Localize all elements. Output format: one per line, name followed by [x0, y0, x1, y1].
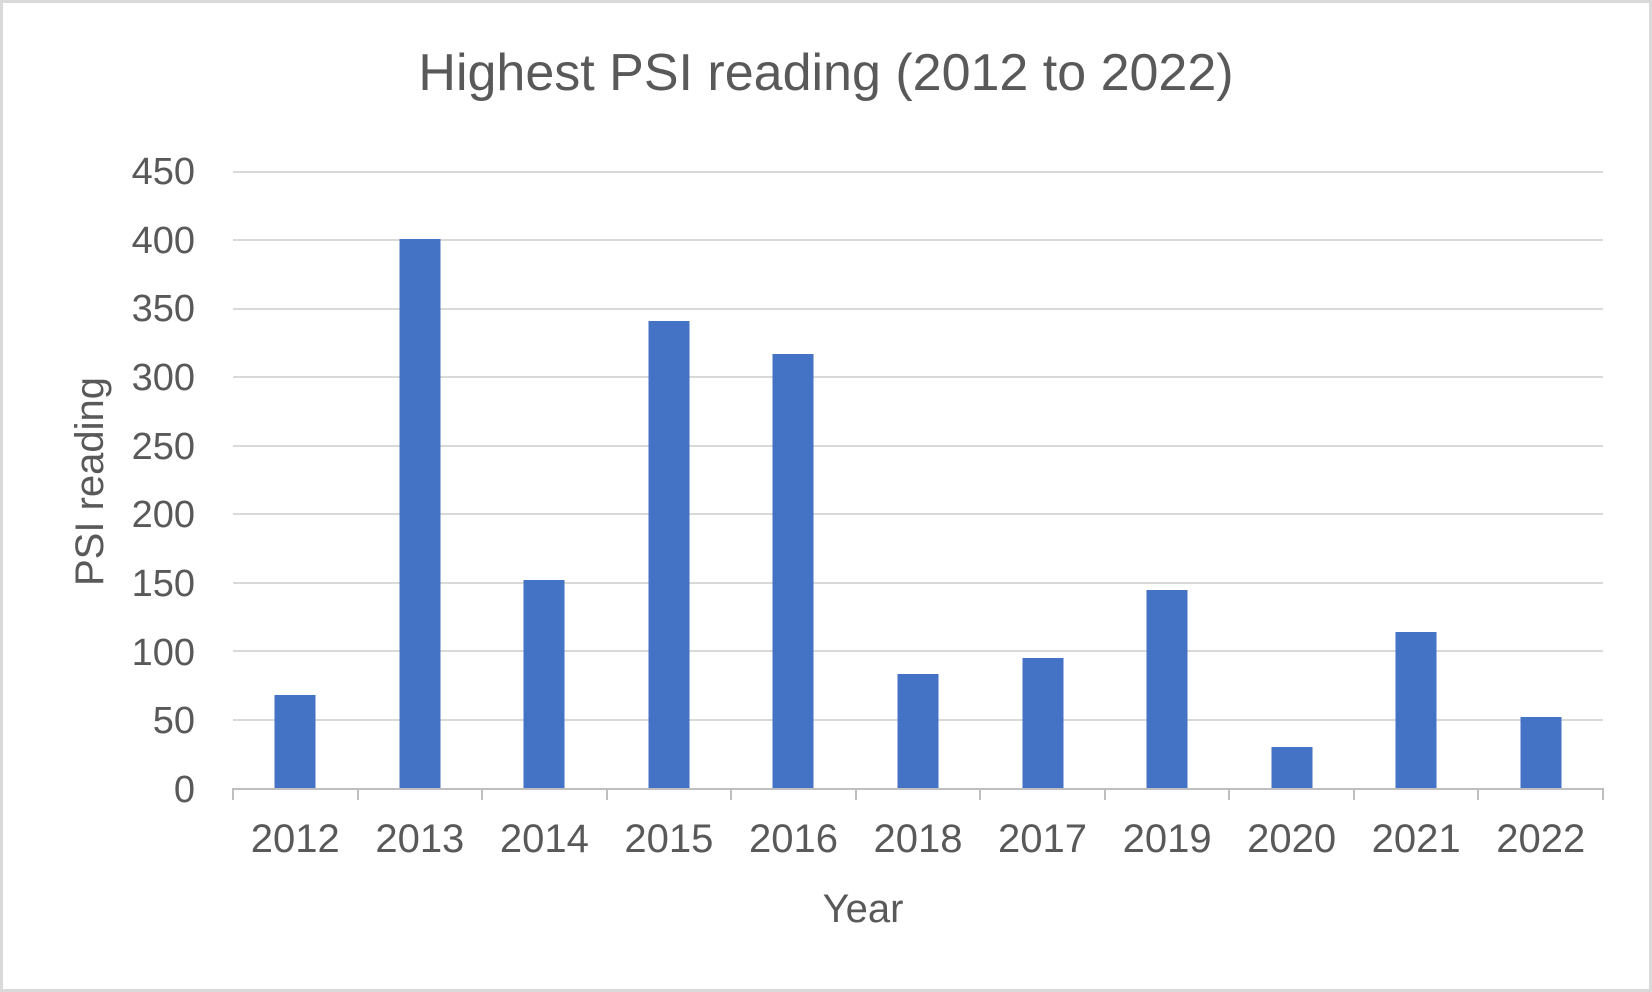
x-axis-tick [730, 788, 733, 800]
y-tick-label-200: 200 [131, 494, 195, 537]
x-axis-tick [481, 788, 484, 800]
y-tick-label-50: 50 [152, 700, 195, 743]
bar-2017 [1022, 657, 1064, 788]
bar-2012 [274, 694, 316, 788]
x-axis-tick [979, 788, 982, 800]
y-tick-label-0: 0 [173, 769, 195, 811]
y-tick-label-350: 350 [131, 288, 195, 331]
y-tick-label-100: 100 [131, 631, 195, 674]
x-tick-label-2022: 2022 [1496, 817, 1586, 861]
gridline-400 [233, 239, 1603, 242]
bar-2021 [1395, 631, 1437, 788]
x-tick-label-2016: 2016 [748, 817, 838, 861]
x-axis-tick [605, 788, 608, 800]
x-axis-tick [232, 788, 234, 800]
bar-2015 [648, 321, 690, 788]
x-tick-label-2017: 2017 [998, 817, 1088, 861]
y-axis-tick-labels: 0 50 100 150 200 250 300 350 400 450 [3, 153, 195, 809]
x-axis-tick [1228, 788, 1231, 800]
y-tick-label-400: 400 [131, 219, 195, 262]
plot-area [232, 171, 1604, 800]
x-tick-label-2015: 2015 [624, 817, 714, 861]
y-tick-label-300: 300 [131, 357, 195, 399]
chart-title: Highest PSI reading (2012 to 2022) [418, 44, 1234, 102]
y-tick-label-450: 450 [131, 151, 195, 193]
bar-2013 [399, 239, 441, 788]
x-tick-label-2019: 2019 [1122, 817, 1212, 861]
x-axis-title: Year [822, 887, 904, 931]
x-axis-tick [356, 788, 359, 800]
gridline-300 [233, 376, 1603, 379]
x-axis-tick [854, 788, 857, 800]
x-axis-tick [1477, 788, 1480, 800]
bar-2019 [1146, 589, 1188, 788]
gridline-200 [233, 513, 1603, 516]
gridline-100 [233, 650, 1603, 653]
x-axis-tick-labels: 2012 2013 2014 2015 2016 2018 2017 2019 2020 2021… [233, 819, 1603, 865]
bar-2022 [1520, 716, 1562, 788]
x-tick-label-2020: 2020 [1247, 817, 1337, 861]
y-tick-label-250: 250 [131, 425, 195, 468]
bar-2020 [1271, 746, 1313, 788]
y-tick-label-150: 150 [131, 563, 195, 605]
x-tick-label-2013: 2013 [375, 817, 465, 861]
gridline-450 [233, 171, 1603, 173]
x-axis-tick [1352, 788, 1355, 800]
x-axis-tick [1103, 788, 1106, 800]
x-tick-label-2014: 2014 [499, 817, 589, 861]
gridline-150 [233, 581, 1603, 584]
x-tick-label-2012: 2012 [250, 817, 340, 861]
bar-2014 [523, 579, 565, 788]
gridline-350 [233, 307, 1603, 310]
x-axis-tick [1602, 788, 1604, 800]
bar-2018 [897, 674, 939, 788]
x-tick-label-2018: 2018 [873, 817, 963, 861]
x-tick-label-2021: 2021 [1371, 817, 1461, 861]
gridline-250 [233, 444, 1603, 447]
bar-2016 [772, 354, 814, 788]
